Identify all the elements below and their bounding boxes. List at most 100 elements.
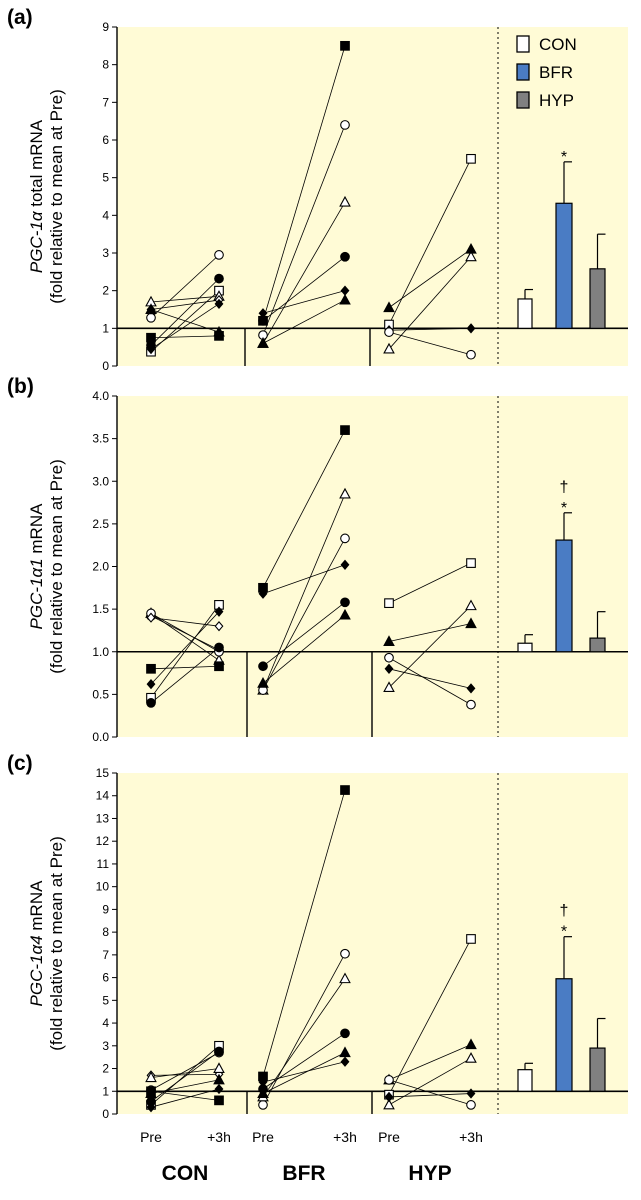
bar-con <box>517 298 533 329</box>
subject-line <box>150 309 220 333</box>
y-tick-label: 2 <box>102 1062 109 1076</box>
y-tick-label: 13 <box>96 811 110 825</box>
point-pre <box>145 1087 157 1098</box>
subject-line <box>262 564 346 595</box>
legend-label: HYP <box>539 91 574 110</box>
y-axis-label-rest: mRNA <box>27 880 46 935</box>
point-post <box>340 425 350 435</box>
subject-line <box>388 1093 472 1098</box>
point-post <box>339 1046 351 1058</box>
subject-line <box>262 493 346 691</box>
subject-line <box>262 1032 346 1090</box>
point-pre <box>146 312 156 323</box>
group-label-con: CON <box>162 1162 209 1185</box>
point-post <box>466 323 476 334</box>
y-tick-label: 5 <box>102 993 109 1007</box>
x-tick-label: Pre <box>252 1129 274 1145</box>
subject-line <box>388 657 472 705</box>
y-axis-label-italic: PGC-1α4 <box>27 935 46 1006</box>
point-post <box>466 1088 476 1099</box>
y-tick-label: 8 <box>102 925 109 939</box>
x-axis-labels: Pre +3h CON Pre +3h BFR Pre +3h HYP <box>140 1129 483 1185</box>
subject-line <box>150 611 220 685</box>
y-axis-label-rest: mRNA <box>27 503 46 558</box>
subject-line <box>150 1045 220 1106</box>
point-pre <box>383 1098 395 1110</box>
subject-line <box>388 256 472 350</box>
point-post <box>466 934 476 944</box>
plot-background <box>117 773 628 1114</box>
plot-background <box>117 27 628 366</box>
point-post <box>340 533 350 544</box>
subject-line <box>388 158 472 325</box>
y-axis-label: PGC-1α4 mRNA <box>27 880 46 1007</box>
point-pre <box>146 663 156 674</box>
subject-line <box>150 254 220 319</box>
y-tick-label: 5 <box>102 171 109 185</box>
bar-bfr <box>555 539 573 653</box>
subjects-hyp <box>383 153 477 360</box>
point-post <box>465 242 477 254</box>
subject-line <box>262 978 346 1098</box>
subject-line <box>262 614 346 684</box>
point-post <box>466 683 476 694</box>
y-tick-label: 0.0 <box>92 730 109 744</box>
y-tick-label: 10 <box>96 880 110 894</box>
subjects-hyp <box>383 558 477 710</box>
point-post <box>465 250 477 262</box>
y-axis-label-italic: PGC-1α <box>27 210 46 273</box>
point-pre <box>383 681 395 693</box>
y-tick-label: 1.5 <box>92 602 109 616</box>
y-tick-label: 7 <box>102 948 109 962</box>
subject-line <box>262 201 346 344</box>
subject-line <box>150 1090 220 1101</box>
subjects-con <box>145 1040 225 1113</box>
point-post <box>340 251 350 262</box>
point-post <box>214 1046 224 1057</box>
subjects-con <box>145 600 225 708</box>
legend-label: CON <box>539 35 577 54</box>
subject-line <box>388 938 472 1095</box>
bar-con <box>517 642 533 653</box>
subject-line <box>150 665 220 670</box>
x-tick-label: +3h <box>207 1129 231 1145</box>
point-post <box>214 250 224 260</box>
point-pre <box>146 612 156 623</box>
subject-line <box>388 562 472 604</box>
significance-mark: * <box>561 149 567 166</box>
panel-2: 0.0 0.5 1.0 1.5 2.0 2.5 3.0 3.5 4.0 (b) PGC-1α1 mR… <box>7 375 628 744</box>
point-pre <box>258 661 268 672</box>
point-post <box>339 195 351 207</box>
subject-line <box>388 1079 472 1106</box>
y-tick-label: 3 <box>102 246 109 260</box>
y-tick-label: 12 <box>96 834 110 848</box>
subjects-hyp <box>383 934 477 1110</box>
point-post <box>465 1038 477 1050</box>
point-post <box>466 1100 476 1110</box>
point-pre <box>384 663 394 674</box>
bar-hyp <box>589 1047 606 1092</box>
x-tick-label: Pre <box>140 1129 162 1145</box>
point-post <box>340 40 350 51</box>
subject-line <box>262 256 346 322</box>
subjects-con <box>145 250 225 357</box>
legend-swatch <box>516 63 530 81</box>
y-tick-label: 4.0 <box>92 389 109 403</box>
subject-line <box>388 1044 472 1081</box>
significance-mark: * <box>561 924 567 941</box>
subjects-bfr <box>257 425 351 695</box>
point-post <box>339 608 351 620</box>
subject-line <box>150 604 220 699</box>
significance-mark: * <box>561 500 567 517</box>
y-tick-label: 6 <box>102 971 109 985</box>
point-post <box>214 642 224 653</box>
y-tick-label: 3.0 <box>92 474 109 488</box>
subject-line <box>388 331 472 356</box>
point-pre <box>145 303 157 314</box>
legend-swatch <box>516 35 530 53</box>
point-post <box>214 273 224 284</box>
point-pre <box>146 679 156 690</box>
subject-line <box>150 1079 220 1094</box>
